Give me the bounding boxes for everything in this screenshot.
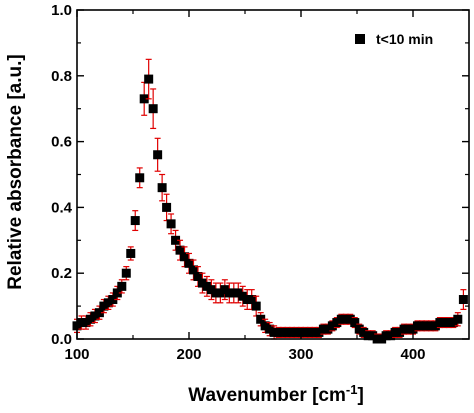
legend-marker — [355, 34, 365, 44]
x-axis-title: Wavenumber [cm-1] — [188, 382, 364, 406]
x-tick-label: 400 — [400, 346, 425, 363]
data-point — [171, 235, 181, 245]
y-tick-label: 0.8 — [51, 68, 72, 85]
data-point — [139, 94, 149, 104]
data-point — [175, 245, 185, 255]
data-point-group — [157, 173, 167, 202]
data-point — [247, 295, 257, 305]
data-point-group — [126, 246, 136, 261]
y-tick-label: 1.0 — [51, 2, 72, 19]
data-point — [350, 318, 360, 328]
y-tick-label: 0.6 — [51, 134, 72, 151]
data-point — [184, 258, 194, 268]
data-point — [117, 281, 127, 291]
legend: t<10 min — [355, 31, 433, 47]
data-point — [148, 104, 158, 114]
plot-layer — [72, 58, 468, 344]
data-point — [135, 173, 145, 183]
data-point — [144, 74, 154, 84]
data-point — [162, 202, 172, 212]
x-axis-title-end: ] — [357, 385, 363, 406]
data-point — [112, 288, 122, 298]
data-point-group — [121, 266, 131, 281]
x-axis-title-sup: -1 — [346, 382, 358, 397]
data-point — [188, 265, 198, 275]
x-axis-title-main: Wavenumber [cm — [188, 385, 346, 406]
data-point — [251, 301, 261, 311]
x-tick-label: 100 — [64, 346, 89, 363]
x-tick-label: 200 — [176, 346, 201, 363]
data-point-group — [153, 137, 163, 172]
legend-label: t<10 min — [376, 31, 433, 47]
data-point — [256, 314, 266, 324]
y-tick-label: 0.0 — [51, 331, 72, 348]
data-point — [126, 248, 136, 258]
data-point-group — [166, 213, 176, 235]
data-point-group — [135, 167, 145, 189]
data-point-group — [148, 88, 158, 130]
data-point — [180, 252, 190, 262]
axes-layer: 100 200 300 400 0.0 0.2 0.4 0.6 0.8 1.0 — [51, 2, 470, 363]
data-point — [121, 268, 131, 278]
data-point — [153, 150, 163, 160]
y-axis-title: Relative absorbance [a.u.] — [5, 54, 26, 289]
data-point — [458, 295, 468, 305]
data-point-group — [144, 58, 154, 100]
data-point-group — [162, 193, 172, 222]
y-tick-label: 0.2 — [51, 265, 72, 282]
data-point-group — [453, 312, 463, 327]
data-point — [130, 216, 140, 226]
data-point — [453, 314, 463, 324]
y-tick-label: 0.4 — [51, 199, 73, 216]
data-point-group — [130, 210, 140, 232]
data-point — [193, 271, 203, 281]
data-point — [166, 219, 176, 229]
data-point — [157, 183, 167, 193]
data-point-group — [458, 289, 468, 310]
data-point — [108, 295, 118, 305]
data-point — [94, 308, 104, 318]
x-tick-label: 300 — [288, 346, 313, 363]
